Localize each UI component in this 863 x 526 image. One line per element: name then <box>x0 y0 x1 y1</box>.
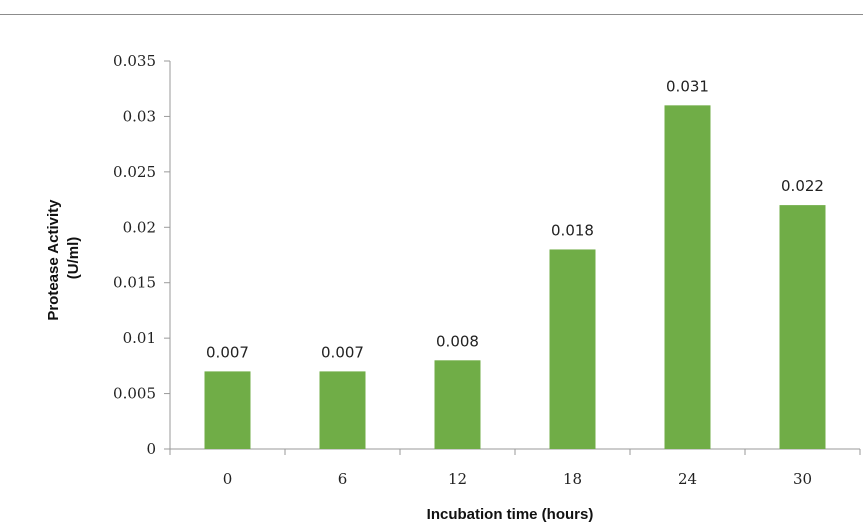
bar <box>779 205 826 449</box>
x-tick-label: 18 <box>563 470 582 488</box>
bar <box>549 249 596 449</box>
x-tick-label: 30 <box>793 470 812 488</box>
data-label: 0.022 <box>781 177 824 195</box>
top-divider <box>0 14 863 15</box>
y-axis-title: Protease Activity (U/ml) <box>45 195 82 320</box>
y-tick-label: 0.02 <box>123 218 156 236</box>
data-label: 0.007 <box>206 343 249 361</box>
x-axis-title: Incubation time (hours) <box>427 506 594 523</box>
data-label: 0.018 <box>551 221 594 239</box>
y-tick-label: 0.015 <box>113 274 156 292</box>
data-label: 0.031 <box>666 77 709 95</box>
x-tick-label: 6 <box>338 470 348 488</box>
y-axis-title-line-1: Protease Activity <box>45 199 62 321</box>
y-tick-label: 0.025 <box>113 163 156 181</box>
y-axis-title-line-2: (U/ml) <box>65 237 82 280</box>
data-label: 0.007 <box>321 343 364 361</box>
bar <box>204 371 251 449</box>
x-tick-label: 0 <box>223 470 233 488</box>
y-tick-label: 0.035 <box>113 52 156 70</box>
x-tick-label: 24 <box>678 470 697 488</box>
y-tick-label: 0.01 <box>123 329 156 347</box>
y-tick-label: 0.005 <box>113 385 156 403</box>
y-tick-label: 0 <box>146 440 156 458</box>
x-tick-label: 12 <box>448 470 467 488</box>
bars-group <box>204 105 826 449</box>
data-label: 0.008 <box>436 332 479 350</box>
labels-group: 0 0.005 0.01 0.015 0.02 0.025 0.03 0.035 0.007 0 0… <box>113 52 824 488</box>
bar <box>319 371 366 449</box>
bar <box>664 105 711 449</box>
bar <box>434 360 481 449</box>
y-tick-label: 0.03 <box>123 107 156 125</box>
axes <box>164 60 861 455</box>
